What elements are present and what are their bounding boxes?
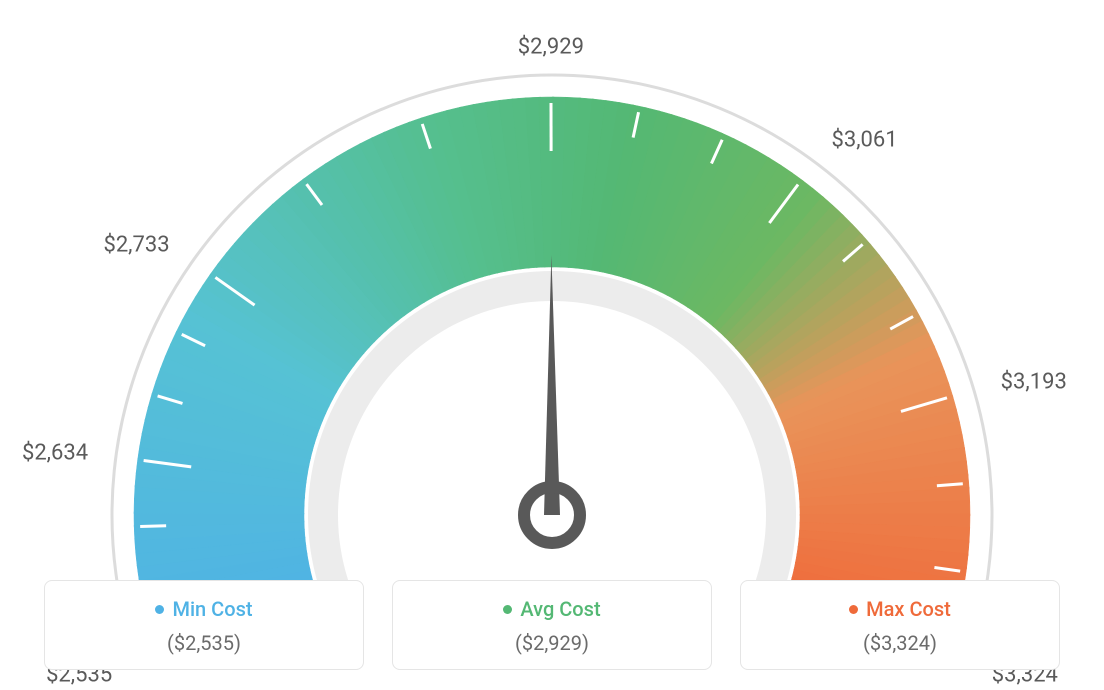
tick-label: $3,061 <box>831 127 897 152</box>
legend-value-min: ($2,535) <box>55 631 353 655</box>
legend-value-max: ($3,324) <box>751 631 1049 655</box>
tick-label: $3,193 <box>1001 369 1067 394</box>
legend-card-min: Min Cost ($2,535) <box>44 580 364 670</box>
dot-avg <box>503 605 512 614</box>
dot-min <box>155 605 164 614</box>
legend-title-row: Min Cost <box>55 597 353 621</box>
gauge-chart-container: $2,535$2,634$2,733$2,929$3,061$3,193$3,3… <box>0 0 1104 690</box>
legend-card-max: Max Cost ($3,324) <box>740 580 1060 670</box>
tick-label: $2,634 <box>22 441 88 466</box>
dot-max <box>849 605 858 614</box>
gauge-svg <box>82 45 1022 585</box>
legend-title-max: Max Cost <box>866 597 951 621</box>
legend-title-min: Min Cost <box>172 597 252 621</box>
gauge-area: $2,535$2,634$2,733$2,929$3,061$3,193$3,3… <box>0 0 1104 560</box>
legend-title-row: Max Cost <box>751 597 1049 621</box>
legend-value-avg: ($2,929) <box>403 631 701 655</box>
legend-card-avg: Avg Cost ($2,929) <box>392 580 712 670</box>
legend-title-row: Avg Cost <box>403 597 701 621</box>
legend-title-avg: Avg Cost <box>520 597 600 621</box>
legend-row: Min Cost ($2,535) Avg Cost ($2,929) Max … <box>0 580 1104 670</box>
tick-label: $2,929 <box>518 35 584 60</box>
tick-label: $2,733 <box>103 233 169 258</box>
